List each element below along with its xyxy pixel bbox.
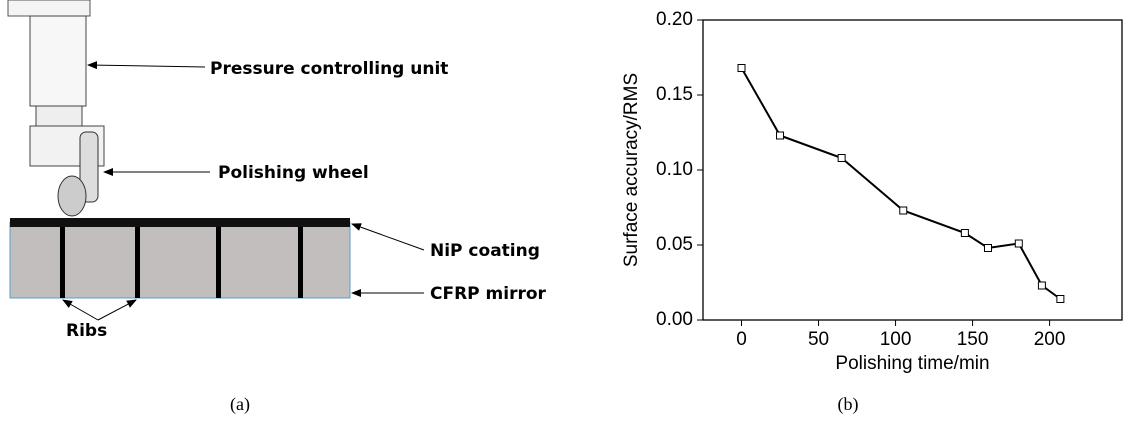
label: Pressure controlling unit: [210, 59, 448, 79]
marker: [737, 64, 746, 72]
marker: [837, 154, 846, 162]
x-tick-label: 100: [880, 329, 912, 350]
y-axis-label: Surface accuracy/RMS: [621, 73, 642, 267]
flange: [7, 0, 91, 17]
label: NiP coating: [430, 241, 540, 261]
label: Polishing wheel: [218, 163, 369, 183]
arm: [79, 131, 99, 203]
arrow: [351, 223, 425, 251]
label: CFRP mirror: [430, 284, 547, 304]
x-tick-label: 200: [1034, 329, 1066, 350]
rib: [135, 227, 140, 298]
nip-coating: [10, 218, 350, 227]
line: [740, 67, 1061, 300]
rib: [216, 227, 221, 298]
rib: [60, 227, 65, 298]
arrow: [97, 299, 137, 321]
y-tick-label: 0.05: [656, 234, 693, 255]
marker: [899, 206, 908, 215]
label: Ribs: [66, 321, 107, 341]
marker: [776, 131, 785, 140]
y-tick-label: 0.10: [656, 159, 693, 180]
y-tick-label: 0.00: [656, 309, 693, 330]
y-tick-label: 0.20: [656, 9, 693, 30]
polishing-wheel: [57, 175, 87, 217]
housing: [35, 105, 83, 127]
pressure-unit: [29, 15, 87, 107]
caption: (b): [838, 394, 859, 415]
marker: [960, 229, 969, 237]
caption: (a): [230, 394, 250, 415]
rib: [298, 227, 303, 298]
x-tick-label: 0: [736, 329, 747, 350]
chart: 0.00 0.05 0.10 0.15 0.20 0 50 100 150 200 Polishin…: [621, 9, 1123, 374]
x-tick-label: 150: [957, 329, 989, 350]
x-axis-label: Polishing time/min: [835, 353, 989, 374]
arrow: [62, 299, 99, 321]
plot-frame: [702, 19, 1123, 321]
marker: [1014, 239, 1023, 248]
marker: [1037, 281, 1046, 290]
marker: [983, 244, 992, 252]
diagram: Pressure controlling unit Polishing whee…: [7, 0, 547, 341]
arrow: [87, 61, 206, 70]
x-tick-label: 50: [808, 329, 829, 350]
marker: [1056, 295, 1065, 303]
y-tick-label: 0.15: [656, 84, 693, 105]
